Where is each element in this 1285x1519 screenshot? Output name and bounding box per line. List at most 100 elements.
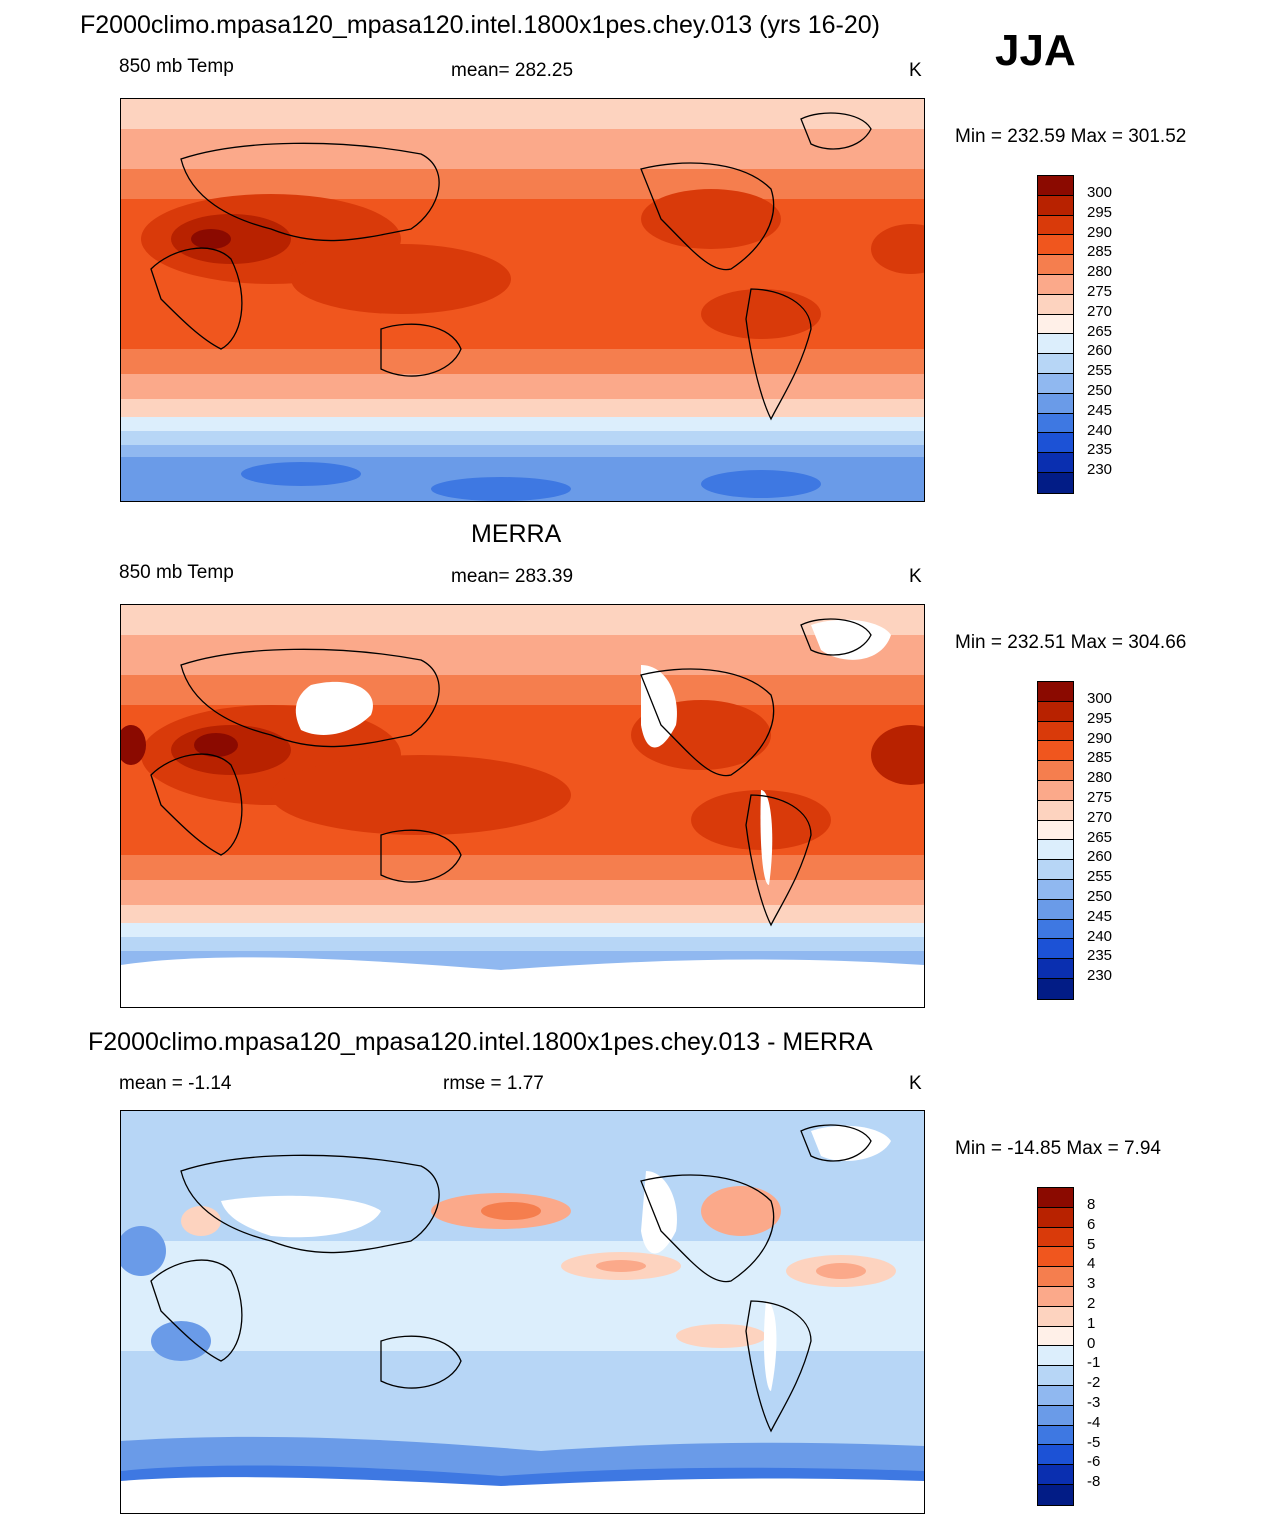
colorbar-swatch <box>1038 1306 1073 1327</box>
colorbar-swatch <box>1038 978 1073 999</box>
panel2-minmax: Min = 232.51 Max = 304.66 <box>955 632 1187 653</box>
colorbar-tick-label: -2 <box>1087 1374 1101 1392</box>
panel1-title: F2000climo.mpasa120_mpasa120.intel.1800x… <box>80 11 881 39</box>
colorbar-swatch <box>1038 800 1073 821</box>
panel2-title: MERRA <box>471 520 562 548</box>
colorbar-swatch <box>1038 721 1073 742</box>
panel1-colorbar <box>1037 175 1074 494</box>
colorbar-tick-label: 4 <box>1087 1255 1096 1273</box>
colorbar-tick-label: -3 <box>1087 1394 1101 1411</box>
colorbar-swatch <box>1038 314 1073 335</box>
colorbar-tick-label: 280 <box>1087 769 1113 787</box>
colorbar-swatch <box>1038 761 1073 781</box>
colorbar-tick-label: 230 <box>1087 967 1113 985</box>
colorbar-tick-label: 240 <box>1087 421 1113 439</box>
colorbar-swatch <box>1038 255 1073 275</box>
panel1-mean-label: mean= 282.25 <box>451 60 574 81</box>
colorbar-tick-label: -1 <box>1087 1354 1101 1372</box>
panel2-variable-label: 850 mb Temp <box>119 562 234 583</box>
colorbar-tick-label: -8 <box>1087 1473 1101 1491</box>
colorbar-swatch <box>1038 741 1073 762</box>
colorbar-swatch <box>1038 1445 1073 1466</box>
panel3-map <box>120 1110 925 1514</box>
colorbar-tick-label: 8 <box>1087 1196 1096 1213</box>
colorbar-tick-label: -4 <box>1087 1413 1101 1431</box>
colorbar-swatch <box>1038 1366 1073 1386</box>
colorbar-tick-label: 280 <box>1087 263 1113 281</box>
colorbar-tick-label: 285 <box>1087 749 1113 767</box>
colorbar-tick-label: 275 <box>1087 283 1113 300</box>
colorbar-swatch <box>1038 1484 1073 1505</box>
colorbar-swatch <box>1038 939 1073 960</box>
colorbar-swatch <box>1038 472 1073 493</box>
colorbar-swatch <box>1038 879 1073 900</box>
colorbar-swatch <box>1038 1188 1073 1208</box>
colorbar-tick-label: 5 <box>1087 1235 1096 1253</box>
colorbar-tick-label: 250 <box>1087 888 1113 905</box>
colorbar-swatch <box>1038 1326 1073 1347</box>
colorbar-swatch <box>1038 959 1073 979</box>
colorbar-tick-label: 235 <box>1087 441 1113 459</box>
colorbar-swatch <box>1038 1405 1073 1426</box>
colorbar-tick-label: 290 <box>1087 223 1113 241</box>
colorbar-swatch <box>1038 701 1073 722</box>
colorbar-tick-label: 245 <box>1087 907 1113 925</box>
colorbar-tick-label: 285 <box>1087 243 1113 261</box>
panel3-rmse-label: rmse = 1.77 <box>443 1073 544 1094</box>
colorbar-swatch <box>1038 1425 1073 1446</box>
colorbar-swatch <box>1038 682 1073 702</box>
colorbar-tick-label: 295 <box>1087 203 1113 221</box>
colorbar-tick-label: -6 <box>1087 1453 1101 1471</box>
colorbar-swatch <box>1038 820 1073 841</box>
panel1-units-label: K <box>909 60 922 81</box>
colorbar-swatch <box>1038 860 1073 880</box>
colorbar-swatch <box>1038 1465 1073 1485</box>
colorbar-tick-label: 250 <box>1087 382 1113 399</box>
colorbar-swatch <box>1038 294 1073 315</box>
colorbar-tick-label: 295 <box>1087 709 1113 727</box>
panel1-variable-label: 850 mb Temp <box>119 56 234 77</box>
colorbar-tick-label: 265 <box>1087 322 1113 340</box>
colorbar-swatch <box>1038 215 1073 236</box>
colorbar-swatch <box>1038 1227 1073 1248</box>
colorbar-swatch <box>1038 413 1073 434</box>
colorbar-swatch <box>1038 1207 1073 1228</box>
panel3-title: F2000climo.mpasa120_mpasa120.intel.1800x… <box>88 1028 873 1056</box>
panel2-mean-label: mean= 283.39 <box>451 566 574 587</box>
colorbar-tick-label: 6 <box>1087 1215 1096 1233</box>
colorbar-tick-label: 240 <box>1087 927 1113 945</box>
colorbar-tick-label: 260 <box>1087 342 1113 360</box>
colorbar-swatch <box>1038 334 1073 355</box>
colorbar-swatch <box>1038 840 1073 861</box>
colorbar-swatch <box>1038 195 1073 216</box>
panel2-colorbar <box>1037 681 1074 1000</box>
panel3-minmax: Min = -14.85 Max = 7.94 <box>955 1138 1161 1159</box>
season-label: JJA <box>995 26 1076 75</box>
colorbar-swatch <box>1038 453 1073 473</box>
colorbar-swatch <box>1038 354 1073 374</box>
panel1-map <box>120 98 925 502</box>
panel3-colorbar <box>1037 1187 1074 1506</box>
colorbar-swatch <box>1038 919 1073 940</box>
colorbar-swatch <box>1038 1385 1073 1406</box>
colorbar-tick-label: 300 <box>1087 690 1113 707</box>
colorbar-tick-label: 3 <box>1087 1275 1096 1293</box>
colorbar-tick-label: 290 <box>1087 729 1113 747</box>
colorbar-tick-label: 2 <box>1087 1295 1096 1312</box>
colorbar-tick-label: 300 <box>1087 184 1113 201</box>
panel1-minmax: Min = 232.59 Max = 301.52 <box>955 126 1187 147</box>
colorbar-tick-label: 255 <box>1087 362 1113 380</box>
colorbar-tick-label: 1 <box>1087 1314 1096 1332</box>
colorbar-tick-label: 275 <box>1087 789 1113 806</box>
colorbar-swatch <box>1038 780 1073 801</box>
colorbar-tick-label: 260 <box>1087 848 1113 866</box>
colorbar-tick-label: 230 <box>1087 461 1113 479</box>
colorbar-swatch <box>1038 899 1073 920</box>
panel2-map <box>120 604 925 1008</box>
colorbar-swatch <box>1038 433 1073 454</box>
colorbar-swatch <box>1038 274 1073 295</box>
panel3-mean-label: mean = -1.14 <box>119 1073 232 1094</box>
colorbar-swatch <box>1038 1286 1073 1307</box>
panel2-units-label: K <box>909 566 922 587</box>
colorbar-tick-label: 270 <box>1087 302 1113 320</box>
